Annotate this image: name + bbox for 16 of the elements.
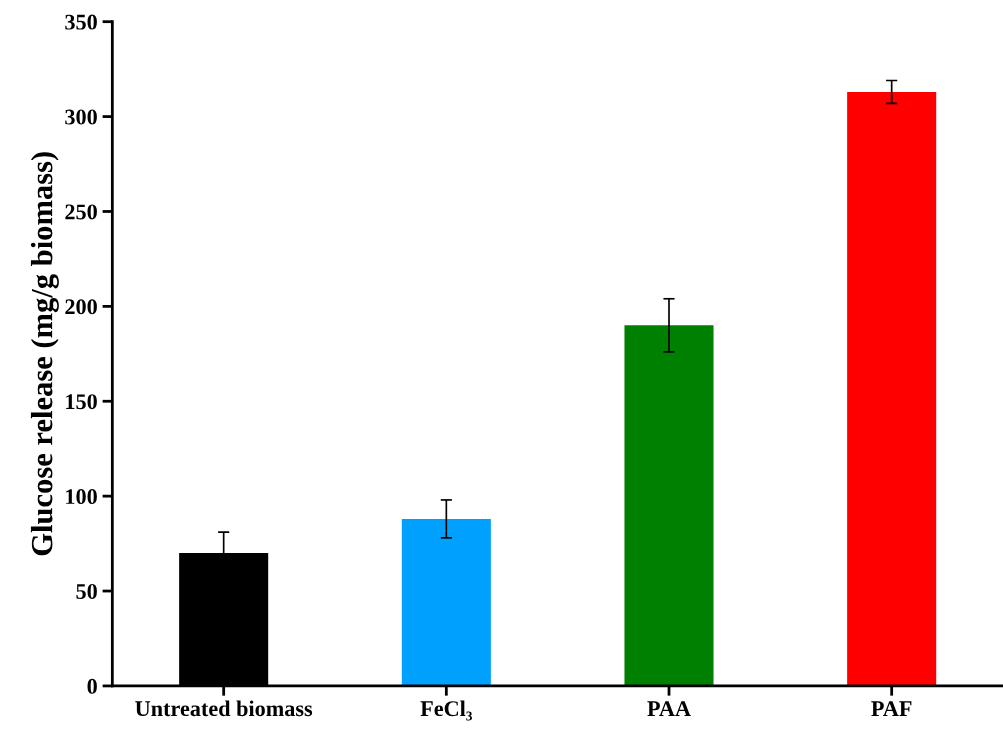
y-tick-label: 50	[76, 583, 97, 599]
x-tick-label: Untreated biomass	[135, 700, 313, 717]
y-tick-label: 100	[66, 489, 97, 505]
y-tick-label: 0	[87, 678, 97, 694]
x-tick-label: PAF	[871, 701, 912, 716]
y-tick-label: 200	[65, 299, 97, 315]
y-tick-label: 300	[65, 109, 97, 125]
bar	[624, 325, 714, 686]
x-tick-label: FeCl₃	[420, 700, 473, 721]
y-tick-label: 350	[65, 14, 97, 30]
y-tick-label: 250	[65, 204, 97, 220]
y-tick-label: 150	[66, 394, 97, 410]
bar	[847, 91, 937, 686]
bar	[401, 518, 491, 686]
x-tick-label: PAA	[647, 701, 691, 716]
y-axis-title: Glucose release (mg/g biomass)	[30, 152, 59, 556]
